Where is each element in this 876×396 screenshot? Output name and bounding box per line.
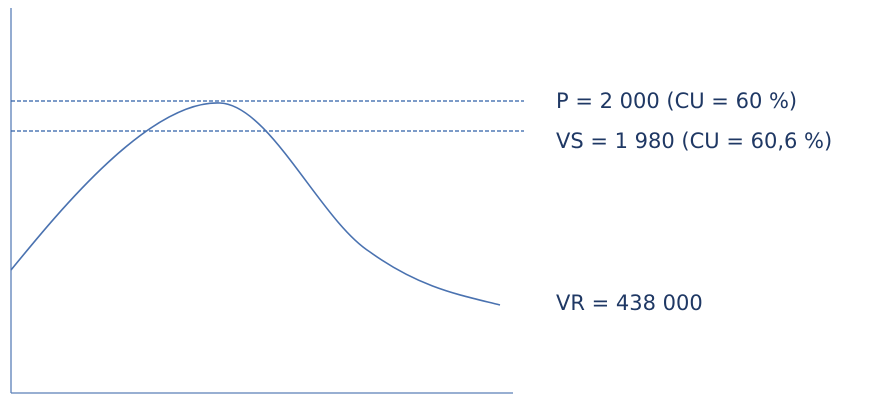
p-label: P = 2 000 (CU = 60 %): [556, 89, 798, 113]
distribution-curve: [10, 102, 501, 306]
vr-label: VR = 438 000: [556, 291, 703, 315]
vs-label: VS = 1 980 (CU = 60,6 %): [556, 129, 833, 153]
